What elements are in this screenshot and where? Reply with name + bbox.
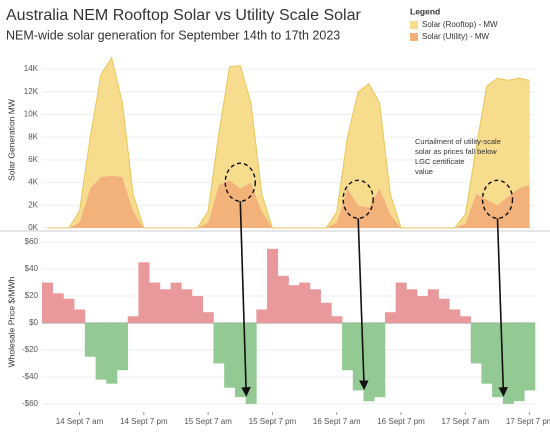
y-tick-label: 12K — [24, 87, 39, 96]
price-bar — [127, 316, 139, 323]
y-tick-label: 8K — [28, 132, 38, 141]
price-bar — [320, 302, 332, 323]
price-bar — [234, 323, 246, 398]
price-bar — [117, 323, 129, 371]
price-bar — [42, 282, 54, 323]
annotation: LGC certificate — [415, 157, 465, 166]
arrow — [239, 201, 251, 397]
price-bar — [427, 289, 439, 323]
price-bar — [406, 289, 418, 323]
y-tick-label: 2K — [28, 200, 38, 209]
y-axis-label: Solar Generation MW — [6, 99, 16, 181]
y-axis-label: Wholesale Price $/MWh — [6, 276, 16, 367]
price-bar — [502, 323, 514, 404]
y-tick-label: -$20 — [22, 345, 39, 354]
legend-label: Solar (Rooftop) - MW — [422, 20, 498, 29]
price-bar — [149, 282, 161, 323]
price-bar — [245, 323, 257, 404]
arrow — [496, 218, 509, 397]
y-tick-label: $0 — [29, 318, 38, 327]
price-bar — [481, 323, 493, 384]
price-bar — [224, 323, 236, 388]
y-tick-label: -$60 — [22, 399, 39, 408]
price-bar — [459, 316, 471, 323]
x-tick-label: 17 Sept 7 am — [442, 417, 490, 426]
price-bar — [524, 323, 536, 391]
x-tick-label: 15 Sept 7 pm — [249, 417, 297, 426]
price-bar — [256, 309, 268, 323]
price-bar — [331, 316, 343, 323]
x-tick-label: 16 Sept 7 am — [313, 417, 361, 426]
price-bar — [106, 323, 118, 384]
annotation: solar as prices fall below — [415, 147, 497, 156]
price-bar — [288, 285, 300, 323]
price-bar — [202, 312, 214, 323]
price-bar — [74, 309, 86, 323]
price-bar — [170, 282, 182, 323]
y-tick-label: 14K — [24, 64, 39, 73]
price-bar — [181, 289, 193, 323]
y-tick-label: $60 — [25, 237, 39, 246]
price-bar — [299, 282, 311, 323]
y-tick-label: 4K — [28, 178, 38, 187]
x-tick-label: 14 Sept 7 pm — [120, 417, 168, 426]
price-bar — [395, 282, 407, 323]
price-bar — [267, 248, 279, 323]
x-tick-label: 15 Sept 7 am — [184, 417, 232, 426]
y-tick-label: $20 — [25, 291, 39, 300]
price-bar — [384, 312, 396, 323]
chart-title: Australia NEM Rooftop Solar vs Utility S… — [6, 7, 361, 24]
highlight-circle — [342, 179, 374, 219]
chart-subtitle: NEM-wide solar generation for September … — [6, 28, 340, 42]
price-bar — [52, 293, 64, 323]
price-bar — [159, 289, 171, 323]
legend-swatch — [410, 21, 418, 29]
price-bar — [138, 262, 150, 323]
price-bar — [417, 296, 429, 323]
price-bar — [374, 323, 386, 398]
price-bar — [470, 323, 482, 364]
price-bar — [277, 275, 289, 323]
legend-title: Legend — [410, 6, 440, 16]
y-tick-label: 10K — [24, 110, 39, 119]
annotation: Curtailment of utility-scale — [415, 137, 501, 146]
price-bar — [492, 323, 504, 398]
price-bar — [352, 323, 364, 391]
y-tick-label: -$40 — [22, 372, 39, 381]
area-utility — [47, 175, 530, 228]
price-bar — [84, 323, 96, 357]
price-bar — [309, 289, 321, 323]
price-bar — [95, 323, 107, 380]
y-tick-label: 6K — [28, 155, 38, 164]
price-bar — [63, 298, 75, 323]
y-tick-label: $40 — [25, 264, 39, 273]
price-bar — [192, 296, 204, 323]
x-tick-label: 17 Sept 7 pm — [506, 417, 550, 426]
price-bar — [363, 323, 375, 402]
y-tick-label: 0K — [28, 223, 38, 232]
x-tick-label: 14 Sept 7 am — [56, 417, 104, 426]
price-bar — [449, 309, 461, 323]
x-tick-label: 16 Sept 7 pm — [377, 417, 425, 426]
area-rooftop-edge — [47, 56, 530, 229]
arrow — [357, 218, 369, 391]
price-bar — [438, 298, 450, 323]
legend-label: Solar (Utility) - MW — [422, 32, 490, 41]
price-bar — [513, 323, 525, 402]
price-bar — [213, 323, 225, 364]
price-bar — [342, 323, 354, 371]
legend-swatch — [410, 33, 418, 41]
highlight-circle — [224, 162, 256, 202]
annotation: value — [415, 167, 433, 176]
highlight-circle — [481, 179, 514, 219]
